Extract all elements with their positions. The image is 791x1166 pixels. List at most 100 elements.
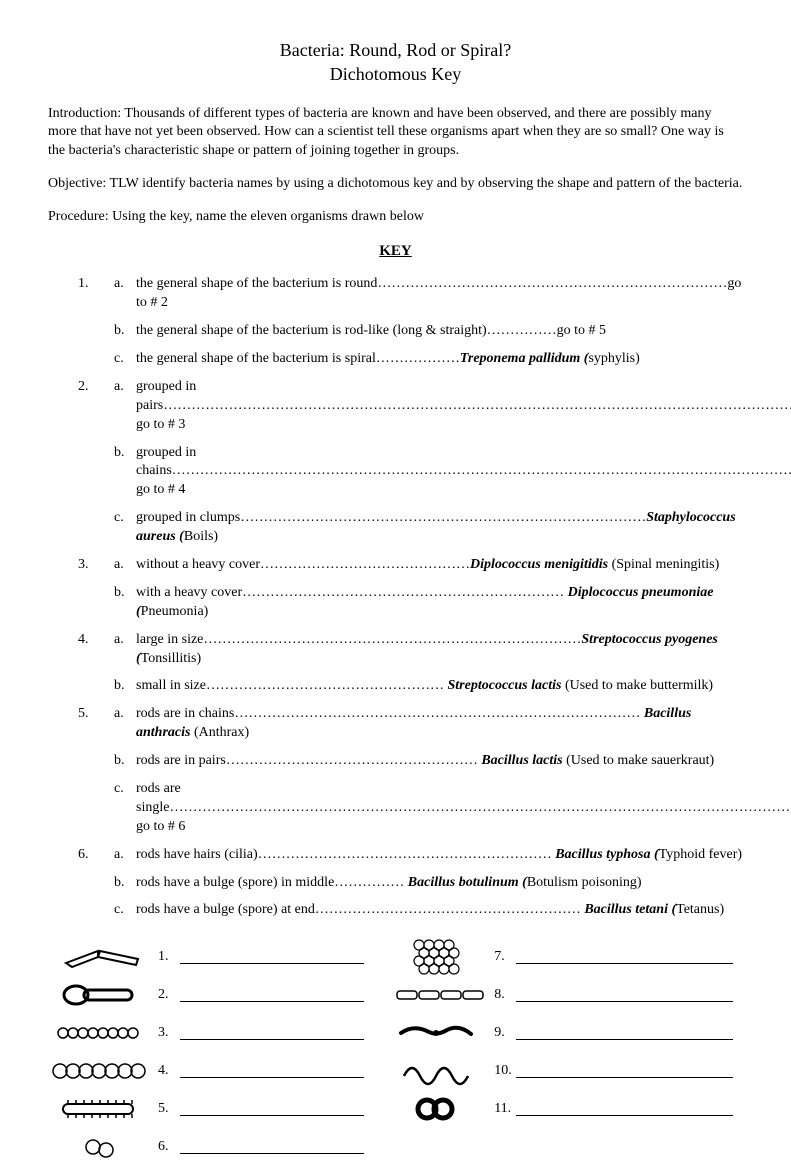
answer-blank[interactable] xyxy=(516,1102,733,1116)
key-dots: …………… xyxy=(334,875,404,890)
key-dots: ……………………………………………………… xyxy=(258,847,552,862)
key-list: 1. a. the general shape of the bacterium i… xyxy=(78,275,743,920)
key-text: the general shape of the bacterium is ro… xyxy=(136,322,743,341)
key-number: 2. xyxy=(78,378,114,435)
answer-number: 2. xyxy=(158,986,180,1005)
answer-blank[interactable] xyxy=(516,1064,733,1078)
answer-blank[interactable] xyxy=(180,1140,364,1154)
key-number: 1. xyxy=(78,275,114,313)
answer-row: 11. xyxy=(384,1090,743,1128)
answer-row: 7. xyxy=(384,938,743,976)
goto-text: go to # 5 xyxy=(557,323,606,338)
key-letter: a. xyxy=(114,846,136,865)
key-dots: ……………………………………… xyxy=(260,557,470,572)
organism-note: Tetanus) xyxy=(676,902,724,917)
key-dots: …………… xyxy=(487,323,557,338)
key-dots: ………………………………………………………………… xyxy=(377,276,727,291)
key-letter: a. xyxy=(114,556,136,575)
key-row: 3.a.without a heavy cover………………………………………… xyxy=(78,556,743,575)
key-number xyxy=(78,901,114,920)
key-description: the general shape of the bacterium is ro… xyxy=(136,276,377,291)
answer-blank[interactable] xyxy=(180,950,364,964)
key-dots: ……………………………………………………………………… xyxy=(203,632,581,647)
key-number: 4. xyxy=(78,631,114,669)
organism-note: Pneumonia) xyxy=(141,604,209,619)
key-description: rods have a bulge (spore) in middle xyxy=(136,875,334,890)
key-description: rods are in pairs xyxy=(136,753,226,768)
key-description: grouped in clumps xyxy=(136,510,240,525)
bacteria-icon xyxy=(48,980,158,1010)
key-row: c. rods have a bulge (spore) at end……………… xyxy=(78,901,743,920)
answer-blank[interactable] xyxy=(516,988,733,1002)
bacteria-icon xyxy=(48,1018,158,1048)
organism-name: Bacillus botulinum ( xyxy=(404,875,527,890)
organism-note: (Spinal meningitis) xyxy=(608,557,719,572)
key-number xyxy=(78,509,114,547)
key-number xyxy=(78,444,114,501)
answers-column-right: 7.8.9.10.11. xyxy=(384,938,743,1166)
answer-row: 10. xyxy=(384,1052,743,1090)
answer-blank[interactable] xyxy=(180,1064,364,1078)
bacteria-icon xyxy=(384,1094,494,1124)
answer-row: 4. xyxy=(48,1052,374,1090)
answer-row: 6. xyxy=(48,1128,374,1166)
answer-blank[interactable] xyxy=(180,1102,364,1116)
key-row: 6.a.rods have hairs (cilia)…………………………………… xyxy=(78,846,743,865)
answer-number: 8. xyxy=(494,986,516,1005)
key-description: small in size xyxy=(136,678,206,693)
answer-blank[interactable] xyxy=(180,988,364,1002)
key-text: rods have a bulge (spore) at end……………………… xyxy=(136,901,743,920)
procedure-paragraph: Procedure: Using the key, name the eleve… xyxy=(48,208,743,227)
bacteria-icon xyxy=(384,1018,494,1048)
key-row: 4.a.large in size……………………………………………………………… xyxy=(78,631,743,669)
key-text: rods are single…………………………………………………………………… xyxy=(136,780,791,837)
key-row: c. grouped in clumps……………………………………………………… xyxy=(78,509,743,547)
bacteria-icon xyxy=(48,943,158,971)
title-line-1: Bacteria: Round, Rod or Spiral? xyxy=(48,38,743,62)
key-text: the general shape of the bacterium is sp… xyxy=(136,350,743,369)
key-number xyxy=(78,874,114,893)
key-row: 1.a.the general shape of the bacterium i… xyxy=(78,275,743,313)
key-number: 6. xyxy=(78,846,114,865)
key-row: b. small in size…………………………………………… Strept… xyxy=(78,677,743,696)
organism-note: Boils) xyxy=(184,529,218,544)
key-description: rods are in chains xyxy=(136,706,234,721)
key-number xyxy=(78,322,114,341)
answers-column-left: 1.2.3.4.5.6. xyxy=(48,938,374,1166)
key-letter: a. xyxy=(114,705,136,743)
organism-name: Diplococcus menigitidis xyxy=(470,557,608,572)
key-text: rods have a bulge (spore) in middle……………… xyxy=(136,874,743,893)
answer-number: 11. xyxy=(494,1100,516,1119)
organism-name: Treponema pallidum ( xyxy=(460,351,589,366)
key-dots: …………………………………………………………………………… xyxy=(240,510,646,525)
answer-row: 8. xyxy=(384,976,743,1014)
key-letter: a. xyxy=(114,631,136,669)
key-description: without a heavy cover xyxy=(136,557,260,572)
key-text: grouped in chains……………………………………………………………… xyxy=(136,444,791,501)
key-description: large in size xyxy=(136,632,203,647)
key-letter: b. xyxy=(114,874,136,893)
key-row: b. grouped in chains……………………………………………………… xyxy=(78,444,743,501)
key-text: grouped in pairs………………………………………………………………… xyxy=(136,378,791,435)
key-row: b. the general shape of the bacterium is… xyxy=(78,322,743,341)
key-number: 5. xyxy=(78,705,114,743)
answer-blank[interactable] xyxy=(516,1026,733,1040)
organism-name: Bacillus typhosa ( xyxy=(552,847,659,862)
key-dots: …………………………………………………………… xyxy=(242,585,564,600)
key-row: 2.a.grouped in pairs……………………………………………………… xyxy=(78,378,743,435)
answer-blank[interactable] xyxy=(516,950,733,964)
introduction-paragraph: Introduction: Thousands of different typ… xyxy=(48,105,743,162)
key-number xyxy=(78,350,114,369)
key-dots: ……………… xyxy=(376,351,460,366)
key-dots: ……………………………………………… xyxy=(226,753,478,768)
organism-name: Bacillus tetani ( xyxy=(581,902,676,917)
key-text: with a heavy cover…………………………………………………………… xyxy=(136,584,743,622)
key-text: small in size…………………………………………… Streptoco… xyxy=(136,677,743,696)
answer-blank[interactable] xyxy=(180,1026,364,1040)
key-letter: c. xyxy=(114,780,136,837)
key-description: rods have a bulge (spore) at end xyxy=(136,902,315,917)
key-letter: c. xyxy=(114,509,136,547)
answers-section: 1.2.3.4.5.6. 7.8.9.10.11. xyxy=(48,938,743,1166)
key-letter: c. xyxy=(114,350,136,369)
key-text: the general shape of the bacterium is ro… xyxy=(136,275,743,313)
